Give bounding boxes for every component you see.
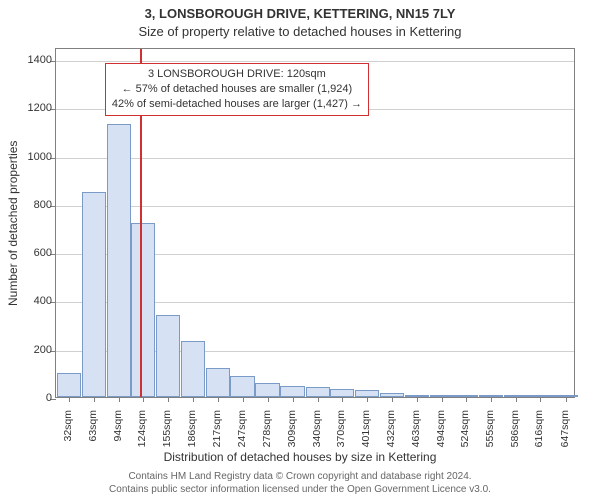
- y-tick-label: 0: [12, 392, 52, 404]
- x-tick-mark: [566, 397, 567, 402]
- y-tick-label: 1200: [12, 102, 52, 114]
- y-tick-label: 600: [12, 247, 52, 259]
- gridline: [56, 206, 574, 207]
- x-tick-label: 555sqm: [484, 410, 496, 460]
- x-tick-mark: [466, 397, 467, 402]
- annotation-line: ← 57% of detached houses are smaller (1,…: [112, 82, 362, 97]
- histogram-bar: [107, 124, 131, 397]
- x-tick-label: 309sqm: [286, 410, 298, 460]
- gridline: [56, 61, 574, 62]
- x-tick-mark: [442, 397, 443, 402]
- annotation-line: 42% of semi-detached houses are larger (…: [112, 97, 362, 112]
- x-tick-mark: [119, 397, 120, 402]
- histogram-bar: [82, 192, 106, 397]
- x-tick-mark: [342, 397, 343, 402]
- footer-line1: Contains HM Land Registry data © Crown c…: [0, 471, 600, 484]
- histogram-bar: [280, 386, 304, 397]
- x-tick-mark: [367, 397, 368, 402]
- x-tick-label: 524sqm: [459, 410, 471, 460]
- x-tick-mark: [69, 397, 70, 402]
- x-tick-label: 370sqm: [335, 410, 347, 460]
- histogram-bar: [355, 390, 379, 397]
- y-tick-label: 800: [12, 199, 52, 211]
- histogram-bar: [230, 376, 254, 397]
- x-tick-label: 186sqm: [186, 410, 198, 460]
- histogram-bar: [306, 387, 330, 397]
- x-tick-mark: [268, 397, 269, 402]
- histogram-bar: [57, 373, 81, 397]
- y-tick-label: 400: [12, 295, 52, 307]
- annotation-line: 3 LONSBOROUGH DRIVE: 120sqm: [112, 67, 362, 82]
- x-tick-mark: [94, 397, 95, 402]
- x-tick-label: 124sqm: [136, 410, 148, 460]
- x-tick-mark: [318, 397, 319, 402]
- x-tick-label: 63sqm: [87, 410, 99, 460]
- x-tick-mark: [243, 397, 244, 402]
- annotation-box: 3 LONSBOROUGH DRIVE: 120sqm← 57% of deta…: [105, 63, 369, 116]
- histogram-bar: [131, 223, 155, 397]
- x-tick-label: 586sqm: [509, 410, 521, 460]
- x-tick-label: 616sqm: [533, 410, 545, 460]
- histogram-bar: [156, 315, 180, 397]
- x-tick-mark: [540, 397, 541, 402]
- x-tick-label: 155sqm: [161, 410, 173, 460]
- gridline: [56, 158, 574, 159]
- x-tick-mark: [218, 397, 219, 402]
- chart-plot-inner: 3 LONSBOROUGH DRIVE: 120sqm← 57% of deta…: [56, 49, 574, 397]
- x-tick-label: 94sqm: [112, 410, 124, 460]
- y-axis-title: Number of detached properties: [6, 140, 20, 305]
- x-tick-mark: [293, 397, 294, 402]
- x-tick-label: 401sqm: [360, 410, 372, 460]
- footer-line2: Contains public sector information licen…: [0, 484, 600, 497]
- x-tick-label: 463sqm: [410, 410, 422, 460]
- x-tick-label: 278sqm: [261, 410, 273, 460]
- x-tick-mark: [491, 397, 492, 402]
- x-tick-label: 494sqm: [435, 410, 447, 460]
- x-tick-mark: [168, 397, 169, 402]
- title-line1: 3, LONSBOROUGH DRIVE, KETTERING, NN15 7L…: [0, 6, 600, 21]
- histogram-bar: [330, 389, 354, 397]
- y-tick-label: 200: [12, 344, 52, 356]
- footer: Contains HM Land Registry data © Crown c…: [0, 471, 600, 496]
- x-tick-mark: [417, 397, 418, 402]
- x-tick-mark: [143, 397, 144, 402]
- y-tick-label: 1000: [12, 151, 52, 163]
- x-tick-label: 432sqm: [385, 410, 397, 460]
- x-tick-mark: [516, 397, 517, 402]
- title-line2: Size of property relative to detached ho…: [0, 24, 600, 39]
- x-tick-label: 647sqm: [559, 410, 571, 460]
- x-tick-label: 247sqm: [236, 410, 248, 460]
- x-tick-mark: [392, 397, 393, 402]
- histogram-bar: [255, 383, 279, 397]
- x-tick-label: 217sqm: [211, 410, 223, 460]
- x-tick-mark: [193, 397, 194, 402]
- chart-plot-area: 3 LONSBOROUGH DRIVE: 120sqm← 57% of deta…: [55, 48, 575, 398]
- x-tick-label: 32sqm: [62, 410, 74, 460]
- histogram-bar: [206, 368, 230, 397]
- y-tick-label: 1400: [12, 54, 52, 66]
- x-tick-label: 340sqm: [311, 410, 323, 460]
- histogram-bar: [181, 341, 205, 397]
